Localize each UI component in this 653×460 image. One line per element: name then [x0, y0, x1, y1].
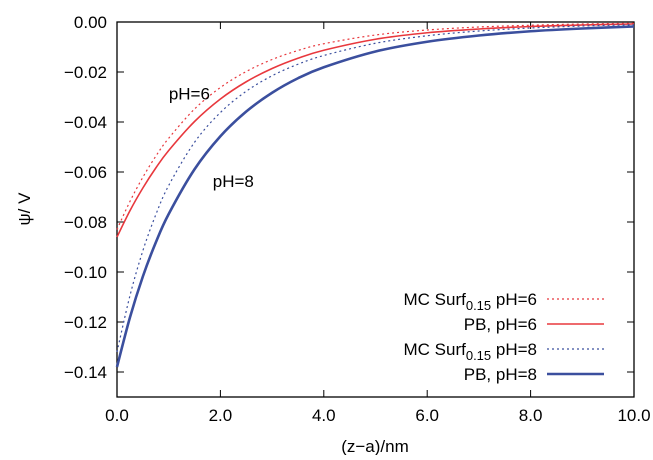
legend-label-main: MC Surf — [404, 290, 467, 309]
legend-label-4: PB, pH=8 — [464, 365, 537, 384]
series-line-1 — [116, 22, 635, 230]
series-line-2 — [116, 23, 635, 238]
y-tick-label: −0.10 — [64, 263, 107, 282]
plot-area-frame — [116, 21, 635, 398]
legend-label-3: MC Surf0.15 pH=8 — [404, 340, 538, 363]
series-line-4 — [115, 25, 635, 368]
annotation-layer: pH=6 pH=8 — [169, 84, 254, 191]
legend-label-tail: pH=8 — [491, 340, 537, 359]
legend-label-main: MC Surf — [404, 340, 467, 359]
legend-label-2: PB, pH=6 — [464, 315, 537, 334]
y-tick-label: −0.14 — [64, 363, 107, 382]
x-tick-label: 2.0 — [209, 406, 233, 425]
x-tick-label: 0.0 — [105, 406, 129, 425]
y-axis-label: ψ/ V — [15, 192, 34, 226]
x-tick-label: 6.0 — [415, 406, 439, 425]
x-axis-label: (z−a)/nm — [341, 437, 409, 455]
x-tick-label: 4.0 — [312, 406, 336, 425]
legend-label-tail: pH=6 — [491, 290, 537, 309]
legend-label-1: MC Surf0.15 pH=6 — [404, 290, 538, 313]
legend-label-subscript: 0.15 — [466, 348, 491, 363]
x-tick-label: 10.0 — [617, 406, 650, 425]
y-axis-ticks: 0.00 −0.02 −0.04 −0.06 −0.08 −0.10 −0.12 −0.14 — [64, 13, 634, 382]
y-tick-label: −0.12 — [64, 313, 107, 332]
y-tick-label: −0.02 — [64, 63, 107, 82]
y-tick-label: 0.00 — [74, 13, 107, 32]
y-tick-label: −0.06 — [64, 163, 107, 182]
legend-label-subscript: 0.15 — [466, 298, 491, 313]
legend-label-main: PB, pH=6 — [464, 315, 537, 334]
annotation-label: pH=6 — [169, 84, 210, 103]
legend: MC Surf0.15 pH=6PB, pH=6MC Surf0.15 pH=8… — [404, 290, 604, 384]
y-tick-label: −0.04 — [64, 113, 107, 132]
x-tick-label: 8.0 — [519, 406, 543, 425]
legend-label-main: PB, pH=8 — [464, 365, 537, 384]
x-axis-ticks: 0.0 2.0 4.0 6.0 8.0 10.0 — [105, 22, 651, 425]
series-layer — [115, 22, 635, 368]
series-line-3 — [116, 24, 635, 353]
y-tick-label: −0.08 — [64, 213, 107, 232]
annotation-label: pH=8 — [213, 172, 254, 191]
